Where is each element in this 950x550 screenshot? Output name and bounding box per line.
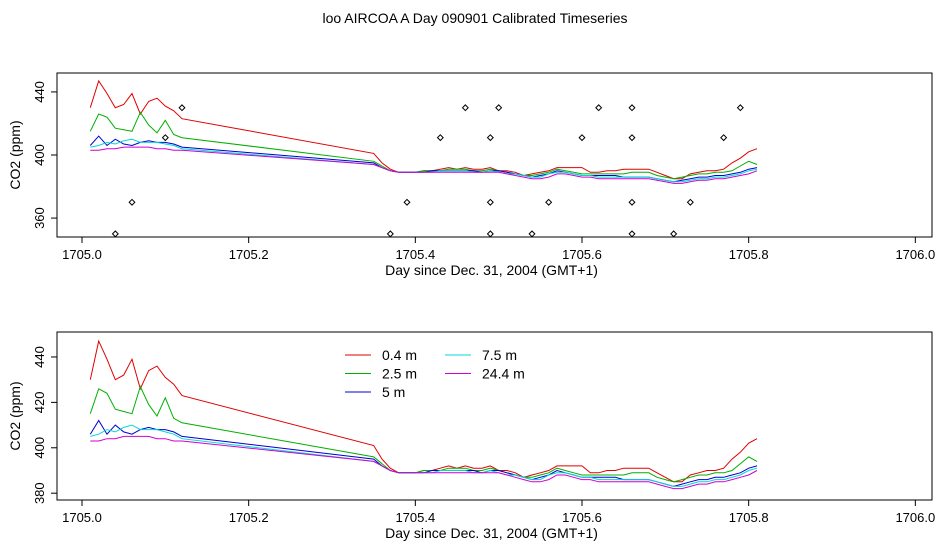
panel-2-x-tick-label: 1705.2 <box>229 510 269 525</box>
panel-1-x-tick-label: 1706.0 <box>895 247 935 262</box>
legend-label-7-5-m: 7.5 m <box>482 347 517 363</box>
panel-1-data-point <box>545 198 553 206</box>
panel-1-data-point <box>736 104 744 112</box>
panel-1-data-point <box>528 230 536 238</box>
panel-1-y-tick-label: 400 <box>32 144 47 166</box>
panel-1-data-point <box>670 230 678 238</box>
panel-1-data-point <box>628 230 636 238</box>
panel-2-series-24-4-m-line <box>90 435 758 490</box>
panel-1-data-point <box>386 230 394 238</box>
panel-1-data-point <box>686 198 694 206</box>
panel-2-y-tick-label: 440 <box>32 346 47 368</box>
panel-1-data-point <box>403 198 411 206</box>
panel-1-data-point <box>161 134 169 142</box>
panel-1-data-point <box>128 198 136 206</box>
panel-1-series-5-m-line <box>89 135 758 183</box>
panel-1-data-point <box>486 230 494 238</box>
panel-1-x-tick-label: 1705.4 <box>395 247 435 262</box>
legend-label-5-m: 5 m <box>382 384 405 400</box>
panel-1-plot-frame <box>56 72 933 238</box>
panel-1-data-point <box>461 104 469 112</box>
panel-2-y-tick-label: 420 <box>32 392 47 414</box>
panel-1-x-tick-label: 1705.2 <box>229 247 269 262</box>
panel-1-data-point <box>720 134 728 142</box>
panel-2-series-7-5-m-line <box>90 424 758 487</box>
panel-2-x-axis-label: Day since Dec. 31, 2004 (GMT+1) <box>385 525 598 541</box>
panel-1-series-7-5-m-line <box>90 138 758 183</box>
panel-2-y-tick-label: 400 <box>32 437 47 459</box>
panel-2-x-tick-label: 1705.6 <box>562 510 602 525</box>
panel-1-y-axis-label: CO2 (ppm) <box>7 120 23 189</box>
panel-1-data-point <box>628 198 636 206</box>
panel-2-x-tick-label: 1706.0 <box>895 510 935 525</box>
panel-1-series-2-5-m-line <box>89 111 758 180</box>
panel-1-data-point <box>578 134 586 142</box>
panel-2-y-axis-label: CO2 (ppm) <box>7 381 23 450</box>
panel-1-data-point <box>628 134 636 142</box>
panel-2-series-0-4-m-line <box>89 339 758 483</box>
panel-1-data-point <box>595 104 603 112</box>
legend-label-24-4-m: 24.4 m <box>482 366 525 382</box>
panel-1-data-point <box>486 134 494 142</box>
panel-2-series-5-m-line <box>89 419 758 487</box>
panel-1-y-tick-label: 440 <box>32 81 47 103</box>
panel-1-series-0-4-m-line <box>89 79 758 180</box>
panel-2-x-tick-label: 1705.0 <box>62 510 102 525</box>
panel-2-x-tick-label: 1705.8 <box>729 510 769 525</box>
panel-1-data-point <box>495 104 503 112</box>
legend-label-0-4-m: 0.4 m <box>382 347 417 363</box>
panel-1-series-24-4-m-line <box>90 146 758 184</box>
panel-1-data-point <box>486 198 494 206</box>
panel-1-data-point <box>178 104 186 112</box>
panel-1-data-point <box>628 104 636 112</box>
panel-2-series-2-5-m-line <box>89 385 758 483</box>
panel-2-x-tick-label: 1705.4 <box>395 510 435 525</box>
panel-2-plot-frame <box>56 331 933 501</box>
panel-1-x-tick-label: 1705.8 <box>729 247 769 262</box>
panel-1-x-tick-label: 1705.6 <box>562 247 602 262</box>
panel-1-x-axis-label: Day since Dec. 31, 2004 (GMT+1) <box>385 262 598 278</box>
panel-1-y-tick-label: 360 <box>32 207 47 229</box>
chart-title: loo AIRCOA A Day 090901 Calibrated Times… <box>322 10 628 26</box>
panel-2-y-tick-label: 380 <box>32 482 47 504</box>
panel-1-data-point <box>436 134 444 142</box>
legend-label-2-5-m: 2.5 m <box>382 366 417 382</box>
panel-1-x-tick-label: 1705.0 <box>62 247 102 262</box>
panel-1-data-point <box>111 230 119 238</box>
